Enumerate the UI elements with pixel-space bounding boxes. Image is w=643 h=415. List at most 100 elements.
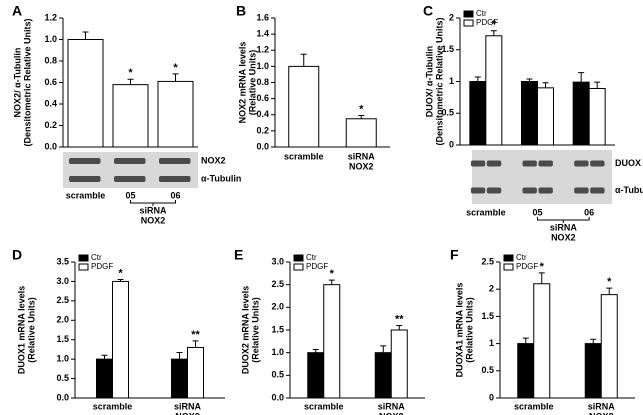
blot-band [574,187,589,194]
significance-label: * [128,67,133,79]
error-bar [606,287,613,295]
error-bar [590,338,597,344]
y-tick-label: 1.2 [44,12,57,22]
y-axis-label: (Densitometric Relative Units) [22,18,32,146]
bar [187,346,204,399]
bar [96,358,113,399]
panel-letter: B [236,3,246,19]
bar [307,352,325,399]
y-tick-label: 0 [489,392,494,402]
blot-label: NOX2 [201,155,226,165]
y-tick-label: 0.5 [56,373,69,383]
bar [374,352,392,399]
y-tick-label: 0.0 [256,141,269,151]
y-tick-label: 2.5 [56,295,69,305]
blot-label: α-Tubulin [201,173,241,183]
error-bar [538,272,545,284]
y-tick-label: 0.4 [44,98,57,108]
significance-label: * [330,268,335,280]
x-tick-label: NOX2 [589,411,614,415]
x-tick-label: siRNA [378,401,406,411]
blot-label: α-Tubulin [615,185,643,195]
bar [572,81,590,146]
y-axis-label: (Relative Units) [247,50,257,116]
panel-letter: A [12,3,22,19]
y-tick-label: 3.0 [271,256,284,266]
blot-band [470,187,486,194]
blot-band [574,160,589,167]
significance-label: ** [191,329,200,341]
bar [588,87,606,146]
error-bar [127,78,134,85]
legend-swatch [463,19,474,27]
group-label: siRNA [550,222,578,232]
panel-letter: E [234,247,243,263]
x-tick-label: NOX2 [379,411,404,415]
significance-label: * [492,19,497,31]
blot-band [114,158,146,164]
bar [469,81,487,146]
y-tick-label: 0.8 [44,55,57,65]
legend-label: Ctr [91,253,102,262]
x-tick-label: 06 [170,190,180,200]
y-tick-label: 1 [489,338,494,348]
bar [537,87,554,146]
y-tick-label: 1.5 [481,311,494,321]
blot-band [470,160,486,167]
y-tick-label: 0.8 [256,77,269,87]
y-tick-label: 1.4 [256,29,269,39]
legend-swatch [78,263,89,271]
blot-band [590,160,605,167]
y-tick-label: 0.6 [44,77,57,87]
y-axis-label: DUOXA1 mRNA levels [454,283,464,378]
x-tick-label: scramble [66,190,106,200]
y-tick-label: 2.0 [271,302,284,312]
legend-label: PDGF [91,262,113,271]
blot-band [538,187,553,194]
y-axis-label: DUOX1 mRNA levels [16,286,26,374]
bar [171,358,188,399]
y-tick-label: 0.5 [441,108,454,118]
y-axis-label: DUOX/ α-Tubulin [424,46,434,117]
bar [67,39,104,148]
bar [600,294,618,399]
legend-swatch [463,10,474,18]
group-label: siRNA [139,205,167,215]
y-tick-label: 1.5 [271,324,284,334]
y-tick-label: 1.5 [56,334,69,344]
y-tick-label: 0.0 [56,392,69,402]
error-bar [490,30,497,36]
y-tick-label: 2.5 [481,256,494,266]
panel-letter: C [423,3,433,19]
y-tick-label: 0.5 [481,365,494,375]
y-tick-label: 0.5 [271,370,284,380]
y-tick-label: 0.4 [256,109,269,119]
y-tick-label: 0.2 [44,120,57,130]
blot-band [486,160,502,167]
western-blot [63,152,198,188]
error-bar [192,340,199,348]
y-tick-label: 1.0 [256,61,269,71]
y-tick-label: 1.0 [44,34,57,44]
bar [584,343,602,399]
legend-label: Ctr [306,253,317,262]
error-bar [312,348,319,353]
y-axis-label: (Relative Units) [250,297,260,363]
y-tick-label: 2 [489,284,494,294]
y-tick-label: 2 [449,12,454,22]
significance-label: * [540,261,545,273]
bar [517,343,535,399]
legend-label: PDGF [476,18,498,27]
significance-label: * [173,62,178,74]
y-tick-label: 1.6 [256,12,269,22]
y-tick-label: 1.5 [441,44,454,54]
y-axis-label: NOX2/ α-Tubulin [12,48,22,118]
panel-letter: F [450,247,459,263]
legend-label: Ctr [516,253,527,262]
y-tick-label: 2.5 [271,279,284,289]
error-bar [396,324,403,330]
y-tick-label: 3.5 [56,256,69,266]
x-tick-label: scramble [304,401,344,411]
y-tick-label: 0.2 [256,125,269,135]
blot-band [522,187,537,194]
